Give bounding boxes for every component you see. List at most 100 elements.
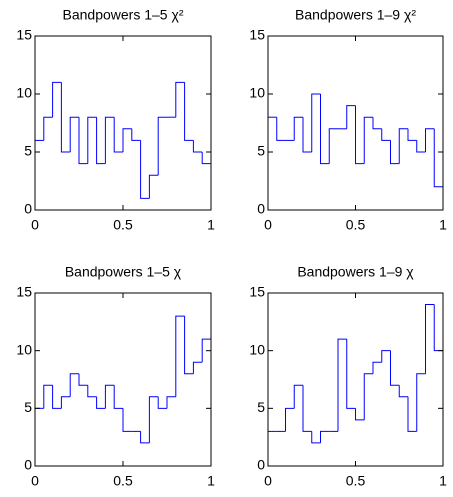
histogram-step: [43, 384, 53, 409]
histogram-step: [381, 350, 391, 363]
y-tick-label: 10: [16, 341, 32, 357]
histogram-step: [201, 152, 211, 165]
histogram-step: [407, 128, 417, 141]
histogram-step: [175, 81, 185, 118]
y-tick-label: 15: [249, 284, 265, 300]
panel-title: Bandpowers 1–9 χ²: [295, 7, 416, 23]
x-tick-label: 1: [439, 473, 447, 489]
histogram-step: [192, 140, 203, 153]
y-tick-label: 0: [257, 457, 265, 473]
y-tick-label: 15: [16, 284, 32, 300]
histogram-step: [122, 128, 132, 152]
histogram-step: [276, 117, 286, 141]
x-tick-label: 0.5: [346, 473, 366, 489]
x-tick-label: 1: [207, 473, 215, 489]
histogram-step: [96, 117, 106, 165]
histogram-step: [96, 396, 106, 409]
histogram-step: [433, 304, 443, 352]
histogram-step: [328, 128, 338, 164]
histogram-step: [363, 373, 373, 420]
histogram-step: [157, 116, 167, 176]
histogram-step: [166, 396, 176, 409]
histogram-step: [140, 431, 150, 444]
histogram-step: [157, 396, 167, 409]
y-tick-label: 15: [16, 27, 32, 43]
histogram-step: [69, 116, 79, 152]
histogram-step: [398, 128, 408, 164]
histogram-step: [293, 116, 303, 141]
histogram-step: [52, 81, 62, 118]
histogram-step: [113, 385, 123, 409]
x-tick-label: 0: [264, 473, 272, 489]
panel-title: Bandpowers 1–5 χ²: [63, 7, 184, 23]
histogram-step: [390, 140, 400, 165]
histogram-step: [311, 431, 321, 444]
histogram-step: [398, 385, 408, 398]
histogram-step: [355, 105, 365, 165]
y-tick-label: 5: [24, 143, 32, 159]
histogram-step: [433, 128, 443, 188]
histogram-step: [320, 430, 330, 443]
histogram-step: [346, 105, 356, 129]
panel-title: Bandpowers 1–9 χ: [297, 264, 414, 280]
histogram-step: [78, 117, 88, 165]
histogram-step: [184, 316, 194, 375]
histogram-step: [293, 384, 303, 409]
histogram-step: [201, 338, 211, 363]
x-tick-label: 1: [207, 217, 215, 233]
histogram-step: [320, 94, 330, 165]
histogram-step: [425, 128, 435, 152]
histogram-step: [372, 117, 382, 130]
histogram-step: [60, 82, 71, 153]
x-tick-label: 0: [31, 473, 39, 489]
x-tick-label: 0: [264, 217, 272, 233]
histogram-step: [302, 117, 312, 153]
histogram-step: [60, 396, 71, 409]
x-tick-label: 0: [31, 217, 39, 233]
panel-title: Bandpowers 1–5 χ: [65, 264, 182, 280]
histogram-step: [184, 82, 194, 141]
histogram-step: [390, 350, 400, 386]
histogram-step: [113, 117, 123, 153]
histogram-step: [302, 385, 312, 432]
histogram-step: [416, 140, 426, 153]
histogram-step: [192, 361, 203, 374]
y-tick-label: 0: [257, 201, 265, 217]
histogram-step: [346, 339, 356, 409]
x-tick-label: 0.5: [113, 217, 133, 233]
histogram-step: [337, 338, 347, 432]
histogram-step: [311, 93, 321, 152]
histogram-step: [52, 385, 62, 409]
histogram-step: [285, 407, 295, 432]
histogram-step: [78, 373, 88, 386]
y-tick-label: 5: [24, 399, 32, 415]
y-tick-label: 15: [249, 27, 265, 43]
histogram-step: [416, 373, 426, 432]
histogram-step: [355, 408, 365, 421]
histogram-step: [87, 385, 97, 398]
histogram-step: [43, 116, 53, 141]
histogram-step: [407, 396, 417, 432]
y-tick-label: 5: [257, 399, 265, 415]
histogram-step: [131, 128, 141, 141]
y-tick-label: 10: [249, 341, 265, 357]
histogram-step: [87, 116, 97, 164]
y-tick-label: 10: [16, 85, 32, 101]
histogram-step: [425, 304, 435, 374]
histogram-step: [122, 408, 132, 432]
histogram-step: [148, 174, 159, 199]
y-tick-label: 0: [24, 201, 32, 217]
histogram-step: [175, 315, 185, 397]
x-tick-label: 0.5: [113, 473, 133, 489]
histogram-step: [372, 361, 382, 374]
histogram-step: [381, 128, 391, 141]
x-tick-label: 1: [439, 217, 447, 233]
histogram-step: [104, 384, 115, 409]
x-tick-label: 0.5: [346, 217, 366, 233]
histogram-step: [363, 116, 373, 164]
histogram-step: [104, 116, 115, 164]
y-tick-label: 10: [249, 85, 265, 101]
histogram-step: [140, 140, 150, 199]
y-tick-label: 0: [24, 457, 32, 473]
